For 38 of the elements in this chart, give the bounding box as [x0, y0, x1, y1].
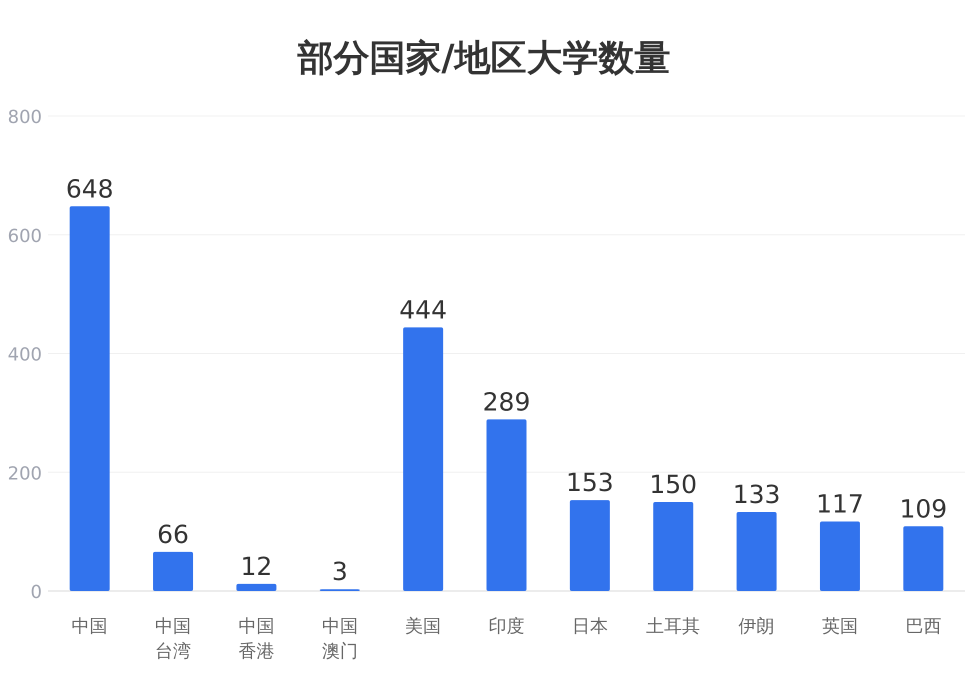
data-label: 133 — [732, 480, 780, 510]
data-label: 444 — [399, 295, 447, 324]
y-tick-label: 600 — [8, 226, 42, 247]
x-tick-label: 美国 — [405, 616, 442, 637]
y-tick-label: 0 — [30, 582, 42, 603]
data-label: 150 — [649, 470, 698, 499]
x-tick-label: 巴西 — [905, 616, 942, 637]
y-tick-label: 200 — [8, 463, 42, 484]
x-tick-label: 土耳其 — [646, 616, 700, 637]
chart-title: 部分国家/地区大学数量 — [296, 38, 671, 79]
x-tick-label: 中国台湾 — [155, 616, 192, 662]
bar — [736, 512, 777, 591]
data-label: 153 — [566, 468, 614, 498]
y-tick-label: 800 — [8, 107, 42, 128]
x-tick-label: 中国香港 — [238, 616, 274, 662]
data-label: 3 — [332, 557, 348, 586]
bar — [153, 552, 194, 591]
data-label: 66 — [157, 520, 189, 549]
bar — [403, 327, 444, 591]
y-tick-label: 400 — [8, 344, 42, 366]
data-label: 12 — [240, 552, 272, 581]
x-tick-label: 印度 — [488, 616, 524, 637]
bar — [70, 206, 110, 591]
x-tick-label: 中国 — [72, 616, 108, 637]
bar — [653, 502, 694, 591]
data-label: 109 — [899, 494, 948, 524]
x-tick-label: 中国澳门 — [322, 616, 358, 662]
bar — [570, 500, 610, 591]
data-label: 289 — [482, 387, 530, 416]
x-tick-label: 英国 — [822, 616, 858, 637]
bar — [486, 419, 526, 591]
bar — [903, 526, 944, 591]
bar — [236, 584, 276, 591]
data-label: 648 — [66, 174, 114, 204]
x-tick-label: 伊朗 — [738, 616, 775, 637]
x-tick-label: 日本 — [572, 616, 608, 637]
data-label: 117 — [816, 490, 864, 519]
bar — [820, 522, 860, 591]
